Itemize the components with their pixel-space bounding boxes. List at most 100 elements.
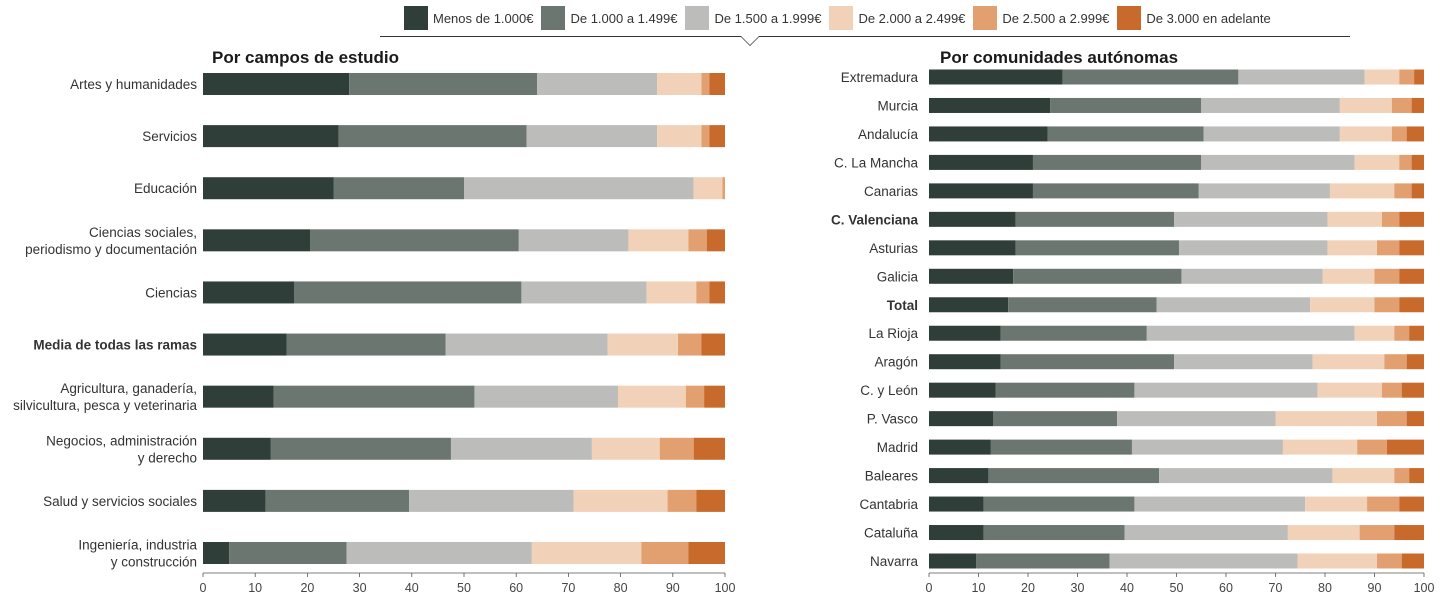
bar-segment: [1156, 297, 1311, 313]
bar-segment: [1312, 354, 1385, 370]
x-tick-label: 50: [1170, 581, 1184, 595]
bar-segment: [667, 489, 697, 512]
bar-segment: [976, 553, 1110, 569]
x-tick-label: 100: [1414, 581, 1435, 595]
bar-segment: [409, 489, 574, 512]
bar-segment: [1305, 496, 1368, 512]
bar-segment: [1050, 97, 1202, 113]
bar-segment: [474, 385, 618, 408]
bar-segment: [464, 177, 694, 200]
legend-label: De 2.000 a 2.499€: [858, 10, 966, 26]
bar-segment: [1406, 411, 1424, 427]
bar-segment: [1109, 553, 1298, 569]
bar-segment: [688, 542, 725, 564]
category-label: C. Valenciana: [831, 212, 919, 227]
bar-segment: [203, 281, 295, 304]
bar-segment: [688, 229, 707, 252]
bar-segment: [1339, 97, 1392, 113]
bar-segment: [1124, 525, 1288, 541]
bar-segment: [1181, 268, 1323, 284]
bar-segment: [286, 333, 446, 356]
bar-segment: [1399, 240, 1424, 256]
bar-segment: [696, 489, 725, 512]
bar-segment: [203, 385, 274, 408]
bar-segment: [203, 437, 271, 460]
bar-segment: [641, 542, 689, 564]
bar-segment: [1174, 354, 1313, 370]
bar-segment: [1381, 382, 1402, 398]
bar-segment: [1399, 297, 1424, 313]
bar-segment: [346, 542, 532, 564]
bar-segment: [1013, 268, 1182, 284]
category-label: Cataluña: [864, 526, 919, 541]
bar-segment: [1411, 154, 1424, 170]
bar-segment: [929, 126, 1048, 142]
category-label: La Rioja: [868, 326, 918, 341]
bar-segment: [294, 281, 522, 304]
x-tick-label: 50: [457, 581, 471, 595]
category-label: Andalucía: [858, 127, 919, 142]
bar-segment: [929, 211, 1016, 227]
legend-pointer-fill: [741, 36, 759, 45]
bar-segment: [1134, 382, 1318, 398]
chart-title: Por comunidades autónomas: [940, 48, 1178, 67]
bar-segment: [1357, 439, 1387, 455]
bar-segment: [929, 525, 984, 541]
category-label: C. y León: [860, 383, 918, 398]
x-tick-label: 70: [561, 581, 575, 595]
bar-segment: [518, 229, 629, 252]
bar-segment: [537, 73, 658, 95]
bar-segment: [993, 411, 1118, 427]
bar-segment: [701, 125, 710, 148]
legend-swatch: [1117, 6, 1142, 30]
bar-segment: [1238, 69, 1365, 85]
category-label: Cantabria: [859, 497, 918, 512]
bar-segment: [1134, 496, 1306, 512]
bar-segment: [203, 333, 287, 356]
bar-segment: [929, 468, 989, 484]
bar-segment: [1364, 69, 1400, 85]
bar-segment: [1386, 439, 1424, 455]
x-tick-label: 0: [926, 581, 933, 595]
bar-segment: [203, 542, 230, 564]
bar-segment: [929, 382, 996, 398]
bar-segment: [1381, 211, 1400, 227]
bar-segment: [1117, 411, 1276, 427]
bar-segment: [1322, 268, 1375, 284]
legend-swatch: [973, 6, 998, 30]
bar-segment: [1198, 183, 1330, 199]
category-label: Negocios, administración y derecho: [46, 433, 197, 465]
bar-segment: [1411, 97, 1424, 113]
bar-segment: [1159, 468, 1333, 484]
legend-item: De 1.000 a 1.499€: [541, 6, 677, 30]
bar-segment: [1394, 183, 1412, 199]
category-label: Navarra: [870, 554, 919, 569]
bar-segment: [1032, 154, 1202, 170]
bar-segment: [657, 125, 702, 148]
x-tick-label: 100: [715, 581, 736, 595]
bar-segment: [1008, 297, 1157, 313]
legend-item: Menos de 1.000€: [404, 6, 533, 30]
category-label: Artes y humanidades: [70, 77, 197, 92]
category-label: Total: [887, 298, 918, 313]
legend-swatch: [829, 6, 854, 30]
bar-segment: [696, 281, 710, 304]
bar-segment: [1374, 297, 1400, 313]
bar-segment: [1015, 211, 1175, 227]
bar-segment: [450, 437, 592, 460]
bar-segment: [929, 268, 1014, 284]
x-tick-label: 10: [248, 581, 262, 595]
bar-segment: [1401, 382, 1424, 398]
bar-segment: [1406, 354, 1424, 370]
bar-segment: [929, 354, 1001, 370]
bar-segment: [1376, 411, 1407, 427]
bar-segment: [1411, 183, 1424, 199]
bar-segment: [709, 73, 725, 95]
bar-segment: [929, 97, 1051, 113]
bar-segment: [1282, 439, 1358, 455]
bar-segment: [1414, 69, 1424, 85]
bar-segment: [265, 489, 410, 512]
bar-segment: [617, 385, 686, 408]
bar-segment: [929, 496, 984, 512]
